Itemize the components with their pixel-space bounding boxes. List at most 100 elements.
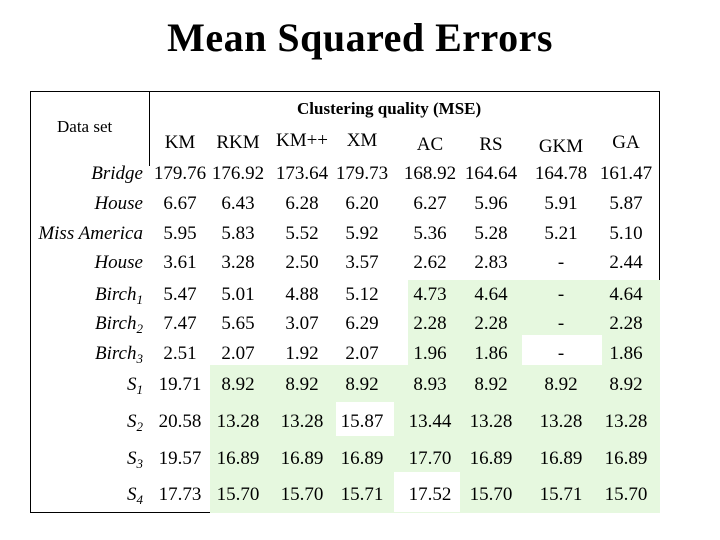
mse-value: 6.29 <box>345 313 379 334</box>
dataset-label: Birch2 <box>95 312 143 336</box>
mse-value: 4.88 <box>285 284 319 305</box>
method-header: AC <box>416 134 444 155</box>
mse-value: 17.73 <box>158 484 202 505</box>
mse-value: 13.28 <box>280 411 324 432</box>
mse-value: 161.47 <box>599 163 653 184</box>
mse-value: 15.71 <box>539 484 583 505</box>
dataset-name: Birch <box>94 313 137 334</box>
dataset-index: 4 <box>136 492 144 507</box>
dataset-label: S4 <box>127 483 143 507</box>
dataset-index: 2 <box>136 419 144 434</box>
dataset-label: S3 <box>127 447 143 471</box>
mse-value: 13.44 <box>408 411 452 432</box>
mse-value: 8.92 <box>285 374 319 395</box>
mse-value: 168.92 <box>403 163 457 184</box>
dataset-label: Bridge <box>91 162 143 186</box>
mse-value: 6.27 <box>413 193 447 214</box>
mse-value: 15.87 <box>340 411 384 432</box>
method-header: KM++ <box>275 130 329 151</box>
mse-value: 2.51 <box>163 343 197 364</box>
mse-value: 5.65 <box>221 313 255 334</box>
mse-value: 6.67 <box>163 193 197 214</box>
dataset-index: 1 <box>136 382 144 397</box>
mse-value: 2.28 <box>609 313 643 334</box>
mse-value: 5.47 <box>163 284 197 305</box>
mse-value: 5.91 <box>544 193 578 214</box>
mse-value: 16.89 <box>469 448 513 469</box>
mse-value: - <box>557 252 565 273</box>
dataset-name: Bridge <box>91 163 143 184</box>
dataset-label: Birch3 <box>95 342 143 366</box>
mse-value: 5.52 <box>285 223 319 244</box>
mse-value: 179.73 <box>335 163 389 184</box>
mse-value: 2.83 <box>474 252 508 273</box>
mse-value: 5.96 <box>474 193 508 214</box>
unshaded-cell <box>522 335 602 365</box>
mse-value: 15.71 <box>340 484 384 505</box>
mse-value: 4.64 <box>609 284 643 305</box>
mse-value: 16.89 <box>216 448 260 469</box>
unshaded-cell <box>394 472 460 512</box>
mse-value: 176.92 <box>211 163 265 184</box>
mse-value: 2.62 <box>413 252 447 273</box>
mse-value: 2.07 <box>221 343 255 364</box>
mse-value: 8.92 <box>474 374 508 395</box>
mse-value: 8.92 <box>345 374 379 395</box>
mse-value: 16.89 <box>280 448 324 469</box>
mse-value: 13.28 <box>469 411 513 432</box>
mse-value: 5.83 <box>221 223 255 244</box>
mse-value: 1.86 <box>474 343 508 364</box>
mse-value: 7.47 <box>163 313 197 334</box>
mse-value: 8.92 <box>221 374 255 395</box>
mse-value: 6.43 <box>221 193 255 214</box>
unshaded-cell <box>336 402 394 436</box>
method-header: XM <box>346 130 378 151</box>
mse-value: 3.61 <box>163 252 197 273</box>
dataset-name: S <box>127 411 137 432</box>
mse-value: 19.71 <box>158 374 202 395</box>
mse-value: 13.28 <box>216 411 260 432</box>
method-header: GKM <box>538 136 584 157</box>
dataset-label: House <box>94 192 143 216</box>
dataset-index: 3 <box>136 456 144 471</box>
mse-value: 5.01 <box>221 284 255 305</box>
mse-value: 15.70 <box>280 484 324 505</box>
header-divider <box>149 91 150 166</box>
dataset-name: S <box>127 484 137 505</box>
mse-value: 5.28 <box>474 223 508 244</box>
dataset-index: 3 <box>136 351 144 366</box>
mse-value: 16.89 <box>604 448 648 469</box>
dataset-name: Miss America <box>38 223 143 244</box>
mse-value: 164.64 <box>464 163 518 184</box>
mse-value: 2.07 <box>345 343 379 364</box>
mse-value: 15.70 <box>469 484 513 505</box>
clustering-quality-header: Clustering quality (MSE) <box>297 99 482 118</box>
mse-value: 13.28 <box>604 411 648 432</box>
mse-value: 15.70 <box>604 484 648 505</box>
mse-value: 164.78 <box>534 163 588 184</box>
mse-value: 16.89 <box>539 448 583 469</box>
mse-value: 179.76 <box>153 163 207 184</box>
mse-value: 3.28 <box>221 252 255 273</box>
mse-value: 4.73 <box>413 284 447 305</box>
mse-value: - <box>557 313 565 334</box>
dataset-name: S <box>127 448 137 469</box>
mse-value: 13.28 <box>539 411 583 432</box>
mse-value: 8.92 <box>609 374 643 395</box>
page-title: Mean Squared Errors <box>167 15 553 60</box>
mse-value: 2.28 <box>413 313 447 334</box>
mse-value: 1.92 <box>285 343 319 364</box>
dataset-label: S2 <box>127 410 143 434</box>
dataset-label: Birch1 <box>95 283 143 307</box>
mse-value: 8.92 <box>544 374 578 395</box>
dataset-index: 2 <box>136 321 144 336</box>
mse-value: 6.20 <box>345 193 379 214</box>
mse-value: 5.21 <box>544 223 578 244</box>
mse-value: 5.12 <box>345 284 379 305</box>
mse-value: 5.87 <box>609 193 643 214</box>
mse-value: - <box>557 284 565 305</box>
dataset-name: House <box>94 193 143 214</box>
method-header: KM <box>164 132 196 153</box>
dataset-index: 1 <box>136 292 144 307</box>
mse-value: 5.95 <box>163 223 197 244</box>
